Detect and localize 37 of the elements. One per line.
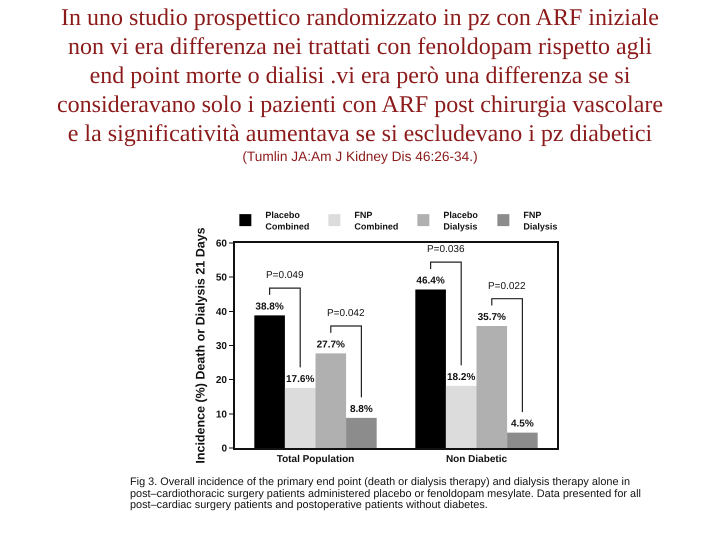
y-tick-label: 0 [221, 444, 228, 454]
data-label: 27.7% [316, 339, 346, 350]
x-tick-label: Non Diabetic [446, 454, 508, 465]
y-tick-label: 20 [216, 375, 228, 386]
bar [316, 353, 346, 448]
annotation: P=0.042 [327, 308, 365, 319]
y-tick-label: 30 [216, 341, 228, 352]
legend-label: Placebo Combined [265, 210, 310, 232]
annotation: P=0.022 [488, 281, 526, 292]
bar [415, 289, 446, 448]
bar [284, 388, 316, 448]
annotation: P=0.049 [266, 270, 304, 281]
annotation: P=0.036 [427, 244, 465, 255]
caption: Fig 3. Overall incidence of the primary end point (death or dialysis therapy) and dialysis therapy alone in post–cardiothoracic surgery patients administered placebo or fenoldopam mesylate. Data presented for all post–cardiac surgery patients and postoperative patients without diabetes. [130, 476, 641, 512]
data-label: 8.8% [350, 404, 373, 415]
data-label: 35.7% [478, 312, 506, 324]
data-label: 18.2% [446, 372, 476, 383]
y-tick-label: 40 [216, 306, 228, 318]
data-label: 38.8% [255, 301, 284, 312]
data-label: 46.4% [416, 275, 445, 286]
bar [446, 386, 476, 448]
legend-label: FNP Dialysis [523, 210, 558, 232]
text: (Tumlin JA:Am J Kidney Dis 46:26-34.) [241, 149, 479, 164]
data-label: 4.5% [510, 418, 534, 430]
y-tick-label: 10 [216, 409, 228, 420]
legend-label: FNP Combined [354, 210, 398, 232]
chart-title: In uno studio prospettico randomizzato in pz con ARF iniziale non vi era differenza nei trattati con fenoldopam rispetto agli end point morte o dialisi .vi era però una differenza se si consideravano solo i pazienti con ARF post chirurgia vascolare e la significatività aumentava se si escludevano i pz diabetici [56, 4, 664, 149]
bar [346, 418, 377, 448]
x-tick-label: Total Population [276, 454, 354, 465]
y-tick-label: 50 [216, 272, 228, 284]
y-axis-title: Incidence (%) Death or Dialysis 21 Days [194, 227, 208, 464]
y-tick-label: 60 [216, 238, 228, 250]
bar [476, 326, 508, 448]
data-label: 17.6% [286, 374, 314, 385]
bar [254, 315, 285, 448]
bar [507, 432, 538, 448]
legend-label: Placebo Dialysis [443, 210, 478, 232]
